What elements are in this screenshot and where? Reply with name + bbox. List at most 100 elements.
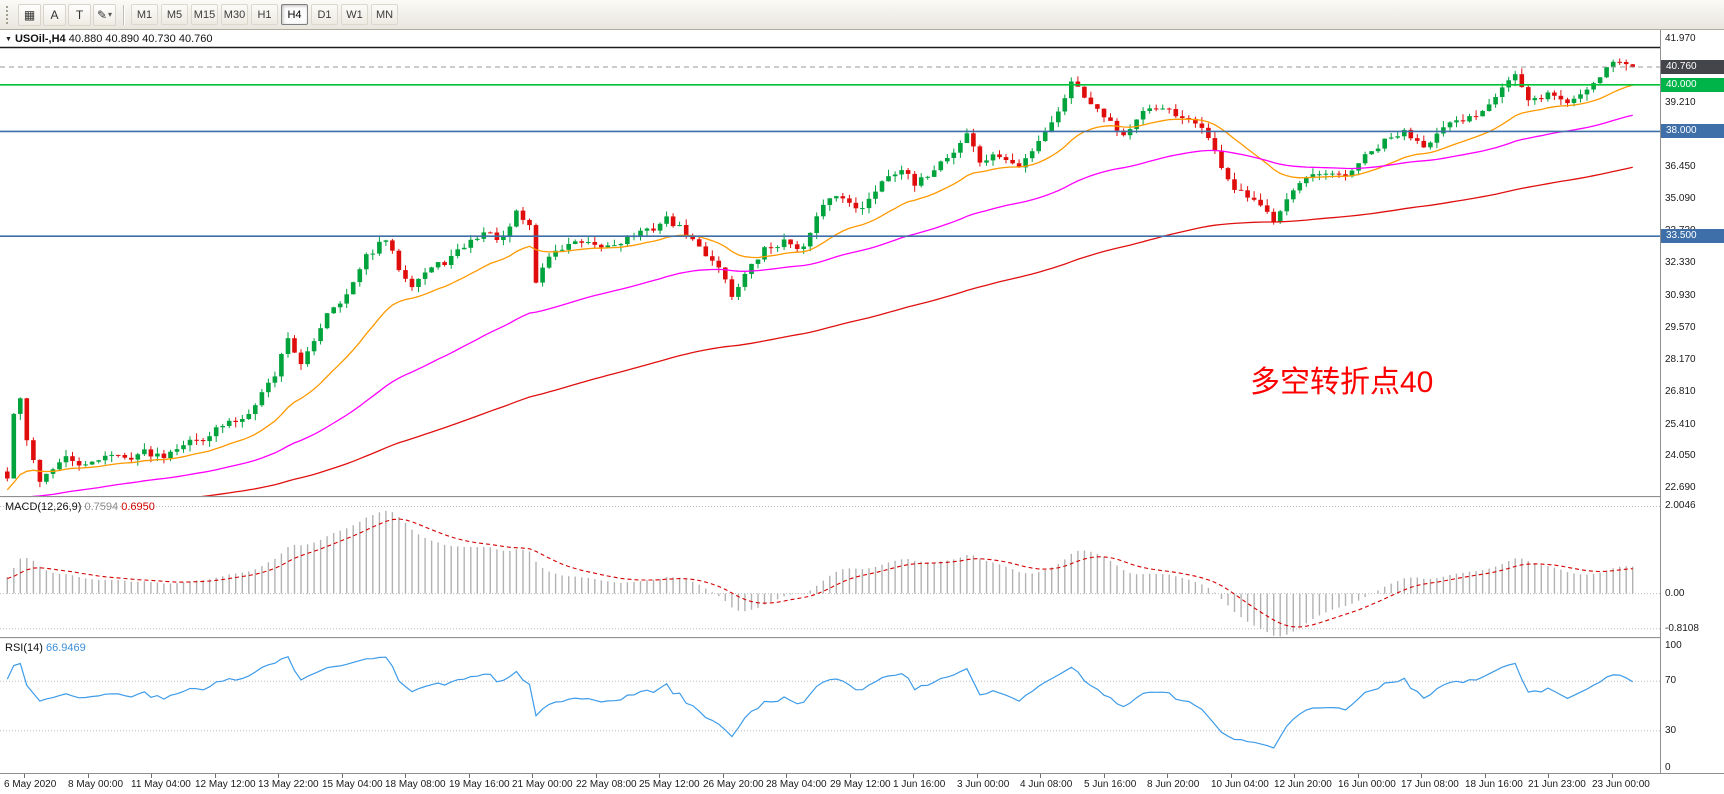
rsi-canvas[interactable] xyxy=(0,639,1660,773)
time-axis[interactable]: 6 May 2020 8 May 00:00 11 May 04:00 12 May … xyxy=(0,773,1724,794)
time-label: 1 Jun 16:00 xyxy=(893,779,946,790)
chevron-down-icon: ▾ xyxy=(108,10,113,19)
time-tick xyxy=(1231,774,1232,778)
price-tick-label: 22.690 xyxy=(1665,482,1696,493)
rsi-label: RSI(14) 66.9469 xyxy=(5,642,86,654)
time-tick xyxy=(278,774,279,778)
macd-axis-label: 0.00 xyxy=(1665,588,1685,599)
macd-axis-label: -0.8108 xyxy=(1665,623,1699,634)
time-label: 13 May 22:00 xyxy=(258,779,319,790)
collapse-arrow-icon[interactable]: ▼ xyxy=(5,36,12,43)
time-label: 12 Jun 20:00 xyxy=(1274,779,1332,790)
time-tick xyxy=(850,774,851,778)
time-tick xyxy=(1167,774,1168,778)
time-tick xyxy=(913,774,914,778)
timeframe-button-m30[interactable]: M30 xyxy=(221,4,248,25)
time-label: 11 May 04:00 xyxy=(131,779,191,790)
macd-name: MACD(12,26,9) xyxy=(5,501,82,513)
time-tick xyxy=(1485,774,1486,778)
price-tick-label: 39.210 xyxy=(1665,97,1696,108)
timeframe-button-h4[interactable]: H4 xyxy=(281,4,308,25)
chart-type-button[interactable]: ▦ xyxy=(18,3,41,26)
time-tick xyxy=(532,774,533,778)
rsi-panel: RSI(14) 66.9469 xyxy=(0,639,1660,773)
timeframe-button-d1[interactable]: D1 xyxy=(311,4,338,25)
chart-title: ▼ USOil-,H4 40.880 40.890 40.730 40.760 xyxy=(5,33,212,45)
time-tick xyxy=(977,774,978,778)
time-tick xyxy=(1294,774,1295,778)
time-label: 16 Jun 00:00 xyxy=(1338,779,1396,790)
rsi-axis-label: 100 xyxy=(1665,640,1682,651)
time-label: 21 May 00:00 xyxy=(512,779,573,790)
time-tick xyxy=(1358,774,1359,778)
time-tick xyxy=(1040,774,1041,778)
rsi-axis-label: 70 xyxy=(1665,675,1677,686)
price-tick-label: 25.410 xyxy=(1665,419,1696,430)
price-tick-label: 24.050 xyxy=(1665,450,1696,461)
text-label-button[interactable]: T xyxy=(68,3,91,26)
time-label: 23 Jun 00:00 xyxy=(1592,779,1650,790)
time-tick xyxy=(1104,774,1105,778)
panel-separator-macd[interactable] xyxy=(0,496,1724,498)
time-tick xyxy=(1612,774,1613,778)
symbol-title: USOil-,H4 xyxy=(14,33,66,45)
ohlc-values: 40.880 40.890 40.730 40.760 xyxy=(68,33,213,45)
price-badge-38.000: 38.000 xyxy=(1661,124,1724,138)
time-tick xyxy=(405,774,406,778)
time-label: 3 Jun 00:00 xyxy=(957,779,1010,790)
main-chart-panel: 多空转折点40 ▼ USOil-,H4 40.880 40.890 40.730 … xyxy=(0,30,1660,496)
toolbar-separator xyxy=(123,4,124,25)
time-label: 6 May 2020 xyxy=(4,779,57,790)
time-tick xyxy=(1548,774,1549,778)
price-tick-label: 26.810 xyxy=(1665,386,1696,397)
time-tick xyxy=(469,774,470,778)
time-label: 4 Jun 08:00 xyxy=(1020,779,1073,790)
time-label: 8 May 00:00 xyxy=(68,779,124,790)
timeframe-button-m1[interactable]: M1 xyxy=(131,4,158,25)
tool-button-group: ▦ A T ✎ ▾ xyxy=(18,3,116,26)
cursor-arrow-button[interactable]: A xyxy=(43,3,66,26)
price-badge-33.500: 33.500 xyxy=(1661,229,1724,243)
time-tick xyxy=(151,774,152,778)
time-label: 15 May 04:00 xyxy=(322,779,383,790)
main-chart-canvas[interactable]: 多空转折点40 xyxy=(0,30,1660,496)
time-label: 8 Jun 20:00 xyxy=(1147,779,1200,790)
draw-tools-button[interactable]: ✎ ▾ xyxy=(93,3,116,26)
timeframe-button-w1[interactable]: W1 xyxy=(341,4,368,25)
time-label: 29 May 12:00 xyxy=(830,779,891,790)
timeframe-button-m15[interactable]: M15 xyxy=(191,4,218,25)
time-tick xyxy=(342,774,343,778)
price-badge-40.760: 40.760 xyxy=(1661,60,1724,74)
chart-window: 多空转折点40 ▼ USOil-,H4 40.880 40.890 40.730 … xyxy=(0,30,1724,794)
toolbar-grip[interactable] xyxy=(6,5,11,24)
timeframe-button-m5[interactable]: M5 xyxy=(161,4,188,25)
time-label: 5 Jun 16:00 xyxy=(1084,779,1137,790)
macd-signal-value: 0.6950 xyxy=(121,501,155,513)
annotation-text[interactable]: 多空转折点40 xyxy=(1250,366,1433,399)
time-tick xyxy=(659,774,660,778)
price-tick-label: 41.970 xyxy=(1665,33,1696,44)
timeframe-button-mn[interactable]: MN xyxy=(371,4,398,25)
time-tick xyxy=(723,774,724,778)
toolbar: ▦ A T ✎ ▾ M1 M5 M15 M30 H1 H4 D1 W1 MN xyxy=(0,0,1724,30)
price-axis[interactable]: 41.97039.21037.85036.45035.09033.73032.3… xyxy=(1660,30,1724,773)
rsi-axis-label: 0 xyxy=(1665,762,1671,773)
time-label: 28 May 04:00 xyxy=(766,779,827,790)
price-badge-40.000: 40.000 xyxy=(1661,78,1724,92)
macd-panel: MACD(12,26,9) 0.7594 0.6950 xyxy=(0,498,1660,637)
price-tick-label: 30.930 xyxy=(1665,290,1696,301)
time-label: 25 May 12:00 xyxy=(639,779,700,790)
timeframe-button-h1[interactable]: H1 xyxy=(251,4,278,25)
price-tick-label: 35.090 xyxy=(1665,193,1696,204)
time-label: 12 May 12:00 xyxy=(195,779,256,790)
macd-canvas[interactable] xyxy=(0,498,1660,637)
time-tick xyxy=(88,774,89,778)
time-tick xyxy=(786,774,787,778)
time-label: 21 Jun 23:00 xyxy=(1528,779,1586,790)
rsi-axis-label: 30 xyxy=(1665,725,1677,736)
price-tick-label: 32.330 xyxy=(1665,257,1696,268)
macd-axis-label: 2.0046 xyxy=(1665,500,1696,511)
time-tick xyxy=(1421,774,1422,778)
panel-separator-rsi[interactable] xyxy=(0,637,1724,639)
price-tick-label: 36.450 xyxy=(1665,161,1696,172)
